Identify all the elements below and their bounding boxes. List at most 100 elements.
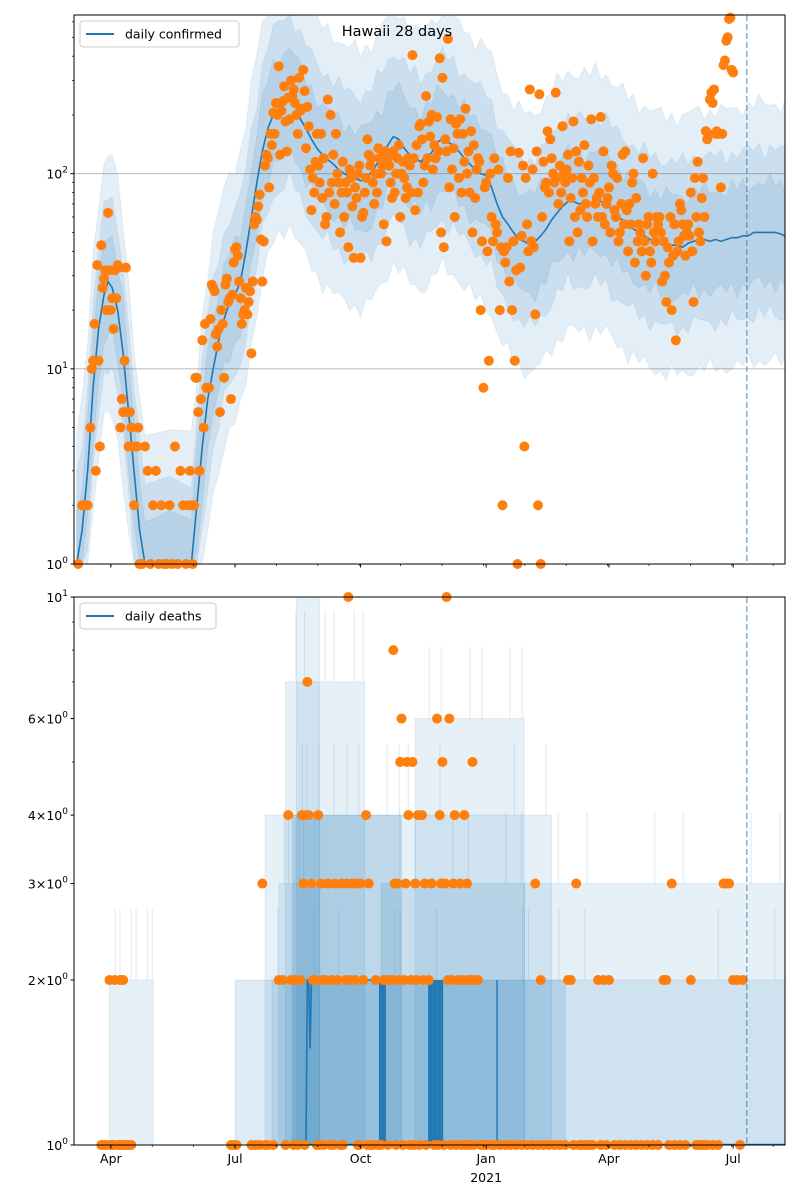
confirmed-point xyxy=(642,219,653,230)
confirmed-point xyxy=(279,81,290,92)
confirmed-point xyxy=(204,382,215,393)
confirmed-point xyxy=(432,112,443,123)
confirmed-points xyxy=(73,12,739,569)
deaths-point xyxy=(306,878,317,889)
x-tick-label: Jul xyxy=(725,1151,741,1166)
confirmed-point xyxy=(520,173,531,184)
confirmed-point xyxy=(184,465,195,476)
chart-title: Hawaii 28 days xyxy=(342,24,453,40)
confirmed-point xyxy=(266,140,277,151)
confirmed-point xyxy=(298,64,309,75)
confirmed-point xyxy=(305,164,316,175)
confirmed-point xyxy=(629,257,640,268)
confirmed-point xyxy=(362,134,373,145)
deaths-point xyxy=(118,975,129,986)
deaths-point xyxy=(355,878,366,889)
confirmed-point xyxy=(418,177,429,188)
y-tick-label: 6×100 xyxy=(28,711,68,727)
confirmed-point xyxy=(254,189,265,200)
confirmed-point xyxy=(292,128,303,139)
confirmed-point xyxy=(243,296,254,307)
deaths-point xyxy=(388,645,399,656)
confirmed-point xyxy=(627,177,638,188)
deaths-point xyxy=(416,810,427,821)
confirmed-point xyxy=(691,211,702,222)
deaths-point xyxy=(358,975,369,986)
confirmed-point xyxy=(318,153,329,164)
deaths-point xyxy=(571,878,582,889)
confirmed-point xyxy=(578,187,589,198)
confirmed-point xyxy=(725,12,736,23)
confirmed-point xyxy=(329,198,340,209)
x-tick-label: Jul xyxy=(226,1151,242,1166)
confirmed-point xyxy=(442,33,453,44)
confirmed-point xyxy=(82,500,93,511)
confirmed-point xyxy=(382,153,393,164)
confirmed-point xyxy=(505,146,516,157)
confirmed-point xyxy=(489,153,500,164)
confirmed-point xyxy=(133,422,144,433)
deaths-point xyxy=(434,810,445,821)
confirmed-point xyxy=(339,211,350,222)
confirmed-point xyxy=(422,153,433,164)
confirmed-point xyxy=(684,230,695,241)
deaths-y-ticks: 100 2×100 3×100 4×100 6×100 101 xyxy=(28,589,74,1153)
deaths-legend-box xyxy=(79,602,217,630)
confirmed-point xyxy=(440,134,451,145)
confirmed-point xyxy=(407,50,418,61)
confirmed-point xyxy=(324,187,335,198)
confirmed-point xyxy=(487,236,498,247)
confirmed-point xyxy=(494,305,505,316)
confirmed-point xyxy=(500,257,511,268)
y-tick-label: 2×100 xyxy=(28,972,68,988)
confirmed-point xyxy=(299,86,310,97)
confirmed-point xyxy=(564,236,575,247)
confirmed-point xyxy=(522,219,533,230)
confirmed-axes-frame xyxy=(73,14,786,565)
confirmed-point xyxy=(404,160,415,171)
confirmed-point xyxy=(477,236,488,247)
confirmed-point xyxy=(350,182,361,193)
confirmed-point xyxy=(369,198,380,209)
confirmed-point xyxy=(221,273,232,284)
confirmed-point xyxy=(534,89,545,100)
confirmed-point xyxy=(662,242,673,253)
confirmed-point xyxy=(119,355,130,366)
deaths-point xyxy=(332,975,343,986)
confirmed-point xyxy=(365,160,376,171)
confirmed-point xyxy=(457,128,468,139)
confirmed-point xyxy=(628,168,639,179)
confirmed-point xyxy=(103,207,114,218)
confirmed-point xyxy=(120,262,131,273)
confirmed-point xyxy=(620,146,631,157)
confidence-band xyxy=(523,883,786,1146)
x-tick-label: Apr xyxy=(598,1151,620,1166)
confirmed-point xyxy=(378,219,389,230)
confirmed-point xyxy=(437,72,448,83)
confirmed-point xyxy=(594,187,605,198)
confirmed-point xyxy=(486,211,497,222)
deaths-point xyxy=(462,878,473,889)
confirmed-point xyxy=(367,177,378,188)
confirmed-point xyxy=(231,242,242,253)
confirmed-point xyxy=(728,67,739,78)
confirmed-point xyxy=(573,156,584,167)
x-tick-label: Apr xyxy=(100,1151,122,1166)
confirmed-point xyxy=(722,32,733,43)
confirmed-point xyxy=(689,173,700,184)
confirmed-point xyxy=(565,193,576,204)
confirmed-point xyxy=(105,305,116,316)
confirmed-point xyxy=(455,114,466,125)
confirmed-point xyxy=(599,219,610,230)
confirmed-point xyxy=(670,335,681,346)
confirmed-legend: daily confirmed xyxy=(79,20,240,48)
confirmed-point xyxy=(516,230,527,241)
confirmed-point xyxy=(687,246,698,257)
confirmed-point xyxy=(537,211,548,222)
confirmed-point xyxy=(86,363,97,374)
confirmed-point xyxy=(94,441,105,452)
confirmed-point xyxy=(251,214,262,225)
confirmed-point xyxy=(341,187,352,198)
confirmed-point xyxy=(354,160,365,171)
